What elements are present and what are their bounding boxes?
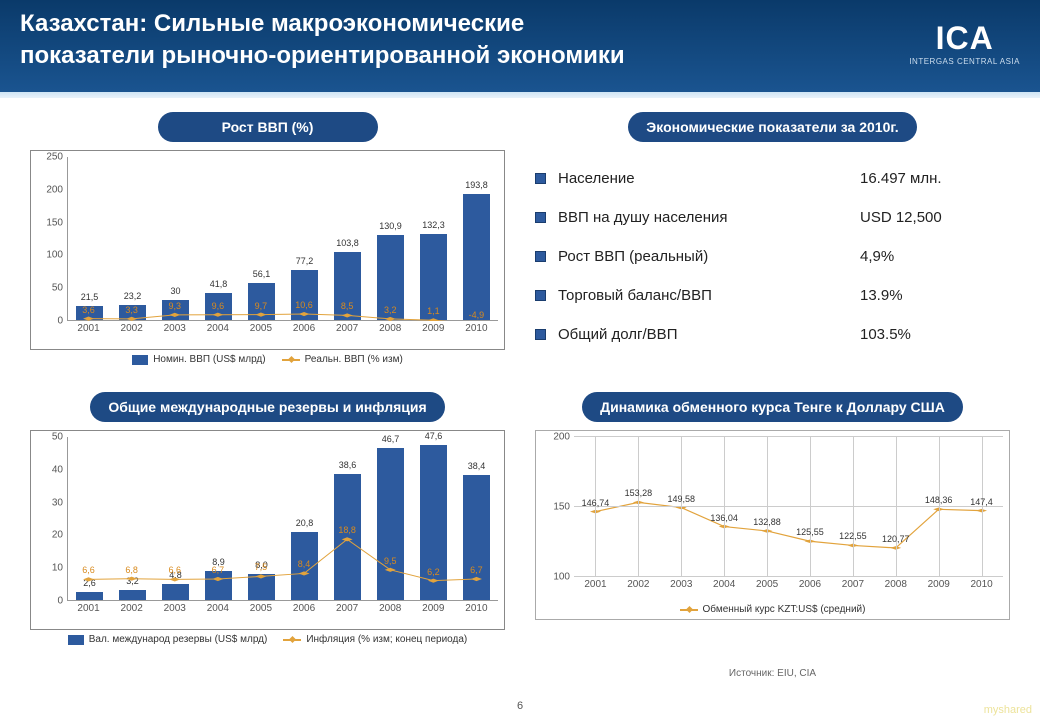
slide-title: Казахстан: Сильные макроэкономические по…	[20, 8, 1020, 73]
bar: 4,8	[162, 584, 189, 600]
indicator-row: Рост ВВП (реальный)4,9%	[535, 248, 1000, 265]
indicators-panel: Экономические показатели за 2010г. Насел…	[535, 112, 1010, 382]
bar: 46,7	[377, 448, 404, 600]
watermark: myshared	[984, 704, 1032, 716]
page-number: 6	[517, 700, 523, 712]
reserves-panel: Общие международные резервы и инфляция 0…	[30, 392, 505, 662]
bullet-icon	[535, 212, 546, 223]
reserves-plot: 2,63,24,88,98,020,838,646,747,638,4 6,66…	[67, 437, 498, 601]
source-text: Источник: EIU, CIA	[535, 668, 1010, 679]
bar: 8,9	[205, 571, 232, 600]
bar: 38,6	[334, 474, 361, 600]
fx-plot: 146,74153,28149,58136,04132,88125,55122,…	[574, 437, 1003, 577]
indicator-value: 16.497 млн.	[860, 170, 1000, 187]
slide-header: Казахстан: Сильные макроэкономические по…	[0, 0, 1040, 92]
gdp-plot: 21,523,23041,856,177,2103,8130,9132,3193…	[67, 157, 498, 321]
reserves-title: Общие международные резервы и инфляция	[90, 392, 444, 422]
indicator-row: ВВП на душу населенияUSD 12,500	[535, 209, 1000, 226]
bar: 2,6	[76, 592, 103, 600]
fx-panel: Динамика обменного курса Тенге к Доллару…	[535, 392, 1010, 662]
indicator-value: 4,9%	[860, 248, 1000, 265]
indicator-row: Население16.497 млн.	[535, 170, 1000, 187]
indicator-label: Общий долг/ВВП	[558, 326, 860, 343]
bar: 3,2	[119, 590, 146, 600]
indicator-value: USD 12,500	[860, 209, 1000, 226]
bullet-icon	[535, 173, 546, 184]
reserves-chart: 01020304050 2,63,24,88,98,020,838,646,74…	[30, 430, 505, 630]
indicator-value: 13.9%	[860, 287, 1000, 304]
gdp-title: Рост ВВП (%)	[158, 112, 378, 142]
indicator-value: 103.5%	[860, 326, 1000, 343]
reserves-legend: Вал. международ резервы (US$ млрд) Инфля…	[30, 634, 505, 645]
logo-subtitle: INTERGAS CENTRAL ASIA	[909, 57, 1020, 66]
logo-text: ICA	[909, 20, 1020, 57]
indicators-title: Экономические показатели за 2010г.	[628, 112, 916, 142]
title-line-2: показатели рыночно-ориентированной эконо…	[20, 42, 625, 69]
gdp-panel: Рост ВВП (%) 050100150200250 21,523,2304…	[30, 112, 505, 382]
bar: 77,2	[291, 270, 318, 320]
fx-title: Динамика обменного курса Тенге к Доллару…	[582, 392, 963, 422]
bullet-icon	[535, 290, 546, 301]
indicator-label: Население	[558, 170, 860, 187]
bullet-icon	[535, 329, 546, 340]
bar: 8,0	[248, 574, 275, 600]
gdp-chart: 050100150200250 21,523,23041,856,177,210…	[30, 150, 505, 350]
bar: 47,6	[420, 445, 447, 600]
fx-chart: 100150200 146,74153,28149,58136,04132,88…	[535, 430, 1010, 620]
indicator-label: Торговый баланс/ВВП	[558, 287, 860, 304]
indicator-label: Рост ВВП (реальный)	[558, 248, 860, 265]
indicator-row: Общий долг/ВВП103.5%	[535, 326, 1000, 343]
content-grid: Рост ВВП (%) 050100150200250 21,523,2304…	[0, 98, 1040, 679]
indicator-row: Торговый баланс/ВВП13.9%	[535, 287, 1000, 304]
logo: ICA INTERGAS CENTRAL ASIA	[909, 20, 1020, 66]
gdp-legend: Номин. ВВП (US$ млрд) Реальн. ВВП (% изм…	[30, 354, 505, 365]
title-line-1: Казахстан: Сильные макроэкономические	[20, 10, 524, 37]
bar: 38,4	[463, 475, 490, 600]
bullet-icon	[535, 251, 546, 262]
indicator-label: ВВП на душу населения	[558, 209, 860, 226]
bar: 193,8	[463, 194, 490, 320]
